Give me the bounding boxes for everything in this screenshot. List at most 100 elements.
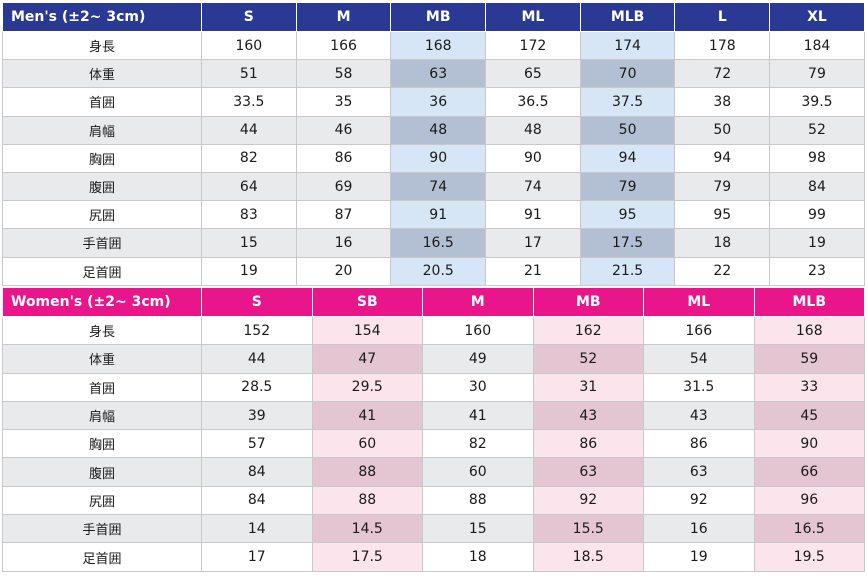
size-value-cell: 36.5 (485, 87, 581, 117)
size-value-cell: 43 (643, 400, 755, 431)
size-value-cell: 47 (311, 344, 423, 374)
size-value-cell: 15 (422, 514, 534, 544)
mens-size-table: Men's (±2~ 3cm) S M MB ML MLB L XL 身長 160… (2, 2, 865, 286)
womens-size-header: MLB (753, 287, 865, 317)
size-value-cell: 72 (674, 59, 771, 89)
womens-header-row: Women's (±2~ 3cm) S SB M MB ML MLB (2, 287, 865, 317)
size-value-cell: 166 (643, 315, 755, 346)
size-value-cell: 154 (311, 315, 423, 346)
mens-table-title: Men's (±2~ 3cm) (2, 2, 202, 32)
size-value-cell: 168 (390, 30, 487, 61)
size-value-cell: 19 (643, 542, 755, 572)
mens-size-header: ML (485, 2, 581, 32)
size-value-cell: 84 (201, 485, 313, 516)
size-value-cell: 74 (485, 171, 581, 202)
size-value-cell: 17.5 (311, 542, 423, 572)
size-value-cell: 48 (485, 115, 581, 145)
size-value-cell: 20.5 (390, 256, 487, 286)
size-value-cell: 14 (201, 514, 313, 544)
womens-size-header: MB (532, 287, 644, 317)
size-value-cell: 39 (201, 400, 313, 431)
men-table-row: 尻囲 83 87 91 91 95 95 99 (2, 200, 865, 230)
size-value-cell: 174 (579, 30, 676, 61)
size-value-cell: 31 (532, 372, 644, 402)
size-value-cell: 36 (390, 87, 487, 117)
size-value-cell: 41 (422, 400, 534, 431)
size-value-cell: 21 (485, 256, 581, 286)
size-value-cell: 48 (390, 115, 487, 145)
size-value-cell: 91 (485, 200, 581, 230)
row-label: 腹囲 (2, 171, 202, 202)
size-value-cell: 59 (753, 344, 865, 374)
size-value-cell: 160 (201, 30, 297, 61)
size-value-cell: 50 (674, 115, 771, 145)
size-value-cell: 17.5 (579, 228, 676, 258)
size-value-cell: 57 (201, 429, 313, 459)
size-value-cell: 90 (753, 429, 865, 459)
men-table-row: 手首囲 15 16 16.5 17 17.5 18 19 (2, 228, 865, 258)
row-label: 胸囲 (2, 143, 202, 173)
womens-size-header: ML (643, 287, 755, 317)
row-label: 尻囲 (2, 485, 202, 516)
size-value-cell: 74 (390, 171, 487, 202)
size-value-cell: 69 (295, 171, 392, 202)
size-value-cell: 20 (295, 256, 392, 286)
womens-size-header: S (201, 287, 313, 317)
size-value-cell: 178 (674, 30, 771, 61)
size-value-cell: 18.5 (532, 542, 644, 572)
size-value-cell: 19.5 (753, 542, 865, 572)
row-label: 胸囲 (2, 429, 202, 459)
size-value-cell: 79 (769, 59, 865, 89)
size-value-cell: 92 (643, 485, 755, 516)
womens-size-table: Women's (±2~ 3cm) S SB M MB ML MLB 身長 152… (2, 287, 865, 572)
size-value-cell: 82 (201, 143, 297, 173)
size-value-cell: 86 (295, 143, 392, 173)
size-value-cell: 52 (769, 115, 865, 145)
size-value-cell: 19 (769, 228, 865, 258)
size-value-cell: 15.5 (532, 514, 644, 544)
size-value-cell: 43 (532, 400, 644, 431)
row-label: 身長 (2, 315, 202, 346)
women-table-row: 手首囲 14 14.5 15 15.5 16 16.5 (2, 514, 865, 544)
size-value-cell: 99 (769, 200, 865, 230)
women-table-row: 肩幅 39 41 41 43 43 45 (2, 400, 865, 431)
row-label: 身長 (2, 30, 202, 61)
size-value-cell: 51 (201, 59, 297, 89)
mens-size-header: S (201, 2, 297, 32)
men-table-row: 足首囲 19 20 20.5 21 21.5 22 23 (2, 256, 865, 286)
row-label: 肩幅 (2, 115, 202, 145)
size-value-cell: 98 (769, 143, 865, 173)
size-value-cell: 16 (295, 228, 392, 258)
size-value-cell: 14.5 (311, 514, 423, 544)
row-label: 足首囲 (2, 542, 202, 572)
women-table-row: 尻囲 84 88 88 92 92 96 (2, 485, 865, 516)
size-value-cell: 79 (674, 171, 771, 202)
womens-size-header: M (422, 287, 534, 317)
size-value-cell: 65 (485, 59, 581, 89)
size-value-cell: 17 (201, 542, 313, 572)
women-table-row: 足首囲 17 17.5 18 18.5 19 19.5 (2, 542, 865, 572)
size-value-cell: 94 (674, 143, 771, 173)
size-value-cell: 16.5 (390, 228, 487, 258)
size-value-cell: 38 (674, 87, 771, 117)
row-label: 肩幅 (2, 400, 202, 431)
men-table-row: 腹囲 64 69 74 74 79 79 84 (2, 171, 865, 202)
women-table-row: 胸囲 57 60 82 86 86 90 (2, 429, 865, 459)
size-value-cell: 172 (485, 30, 581, 61)
size-value-cell: 17 (485, 228, 581, 258)
row-label: 足首囲 (2, 256, 202, 286)
size-value-cell: 64 (201, 171, 297, 202)
size-value-cell: 21.5 (579, 256, 676, 286)
size-value-cell: 16.5 (753, 514, 865, 544)
size-value-cell: 52 (532, 344, 644, 374)
size-value-cell: 166 (295, 30, 392, 61)
size-value-cell: 66 (753, 457, 865, 487)
row-label: 手首囲 (2, 514, 202, 544)
size-value-cell: 88 (422, 485, 534, 516)
mens-header-row: Men's (±2~ 3cm) S M MB ML MLB L XL (2, 2, 865, 32)
womens-size-header: SB (311, 287, 423, 317)
size-value-cell: 90 (485, 143, 581, 173)
size-value-cell: 44 (201, 344, 313, 374)
size-value-cell: 92 (532, 485, 644, 516)
size-value-cell: 49 (422, 344, 534, 374)
